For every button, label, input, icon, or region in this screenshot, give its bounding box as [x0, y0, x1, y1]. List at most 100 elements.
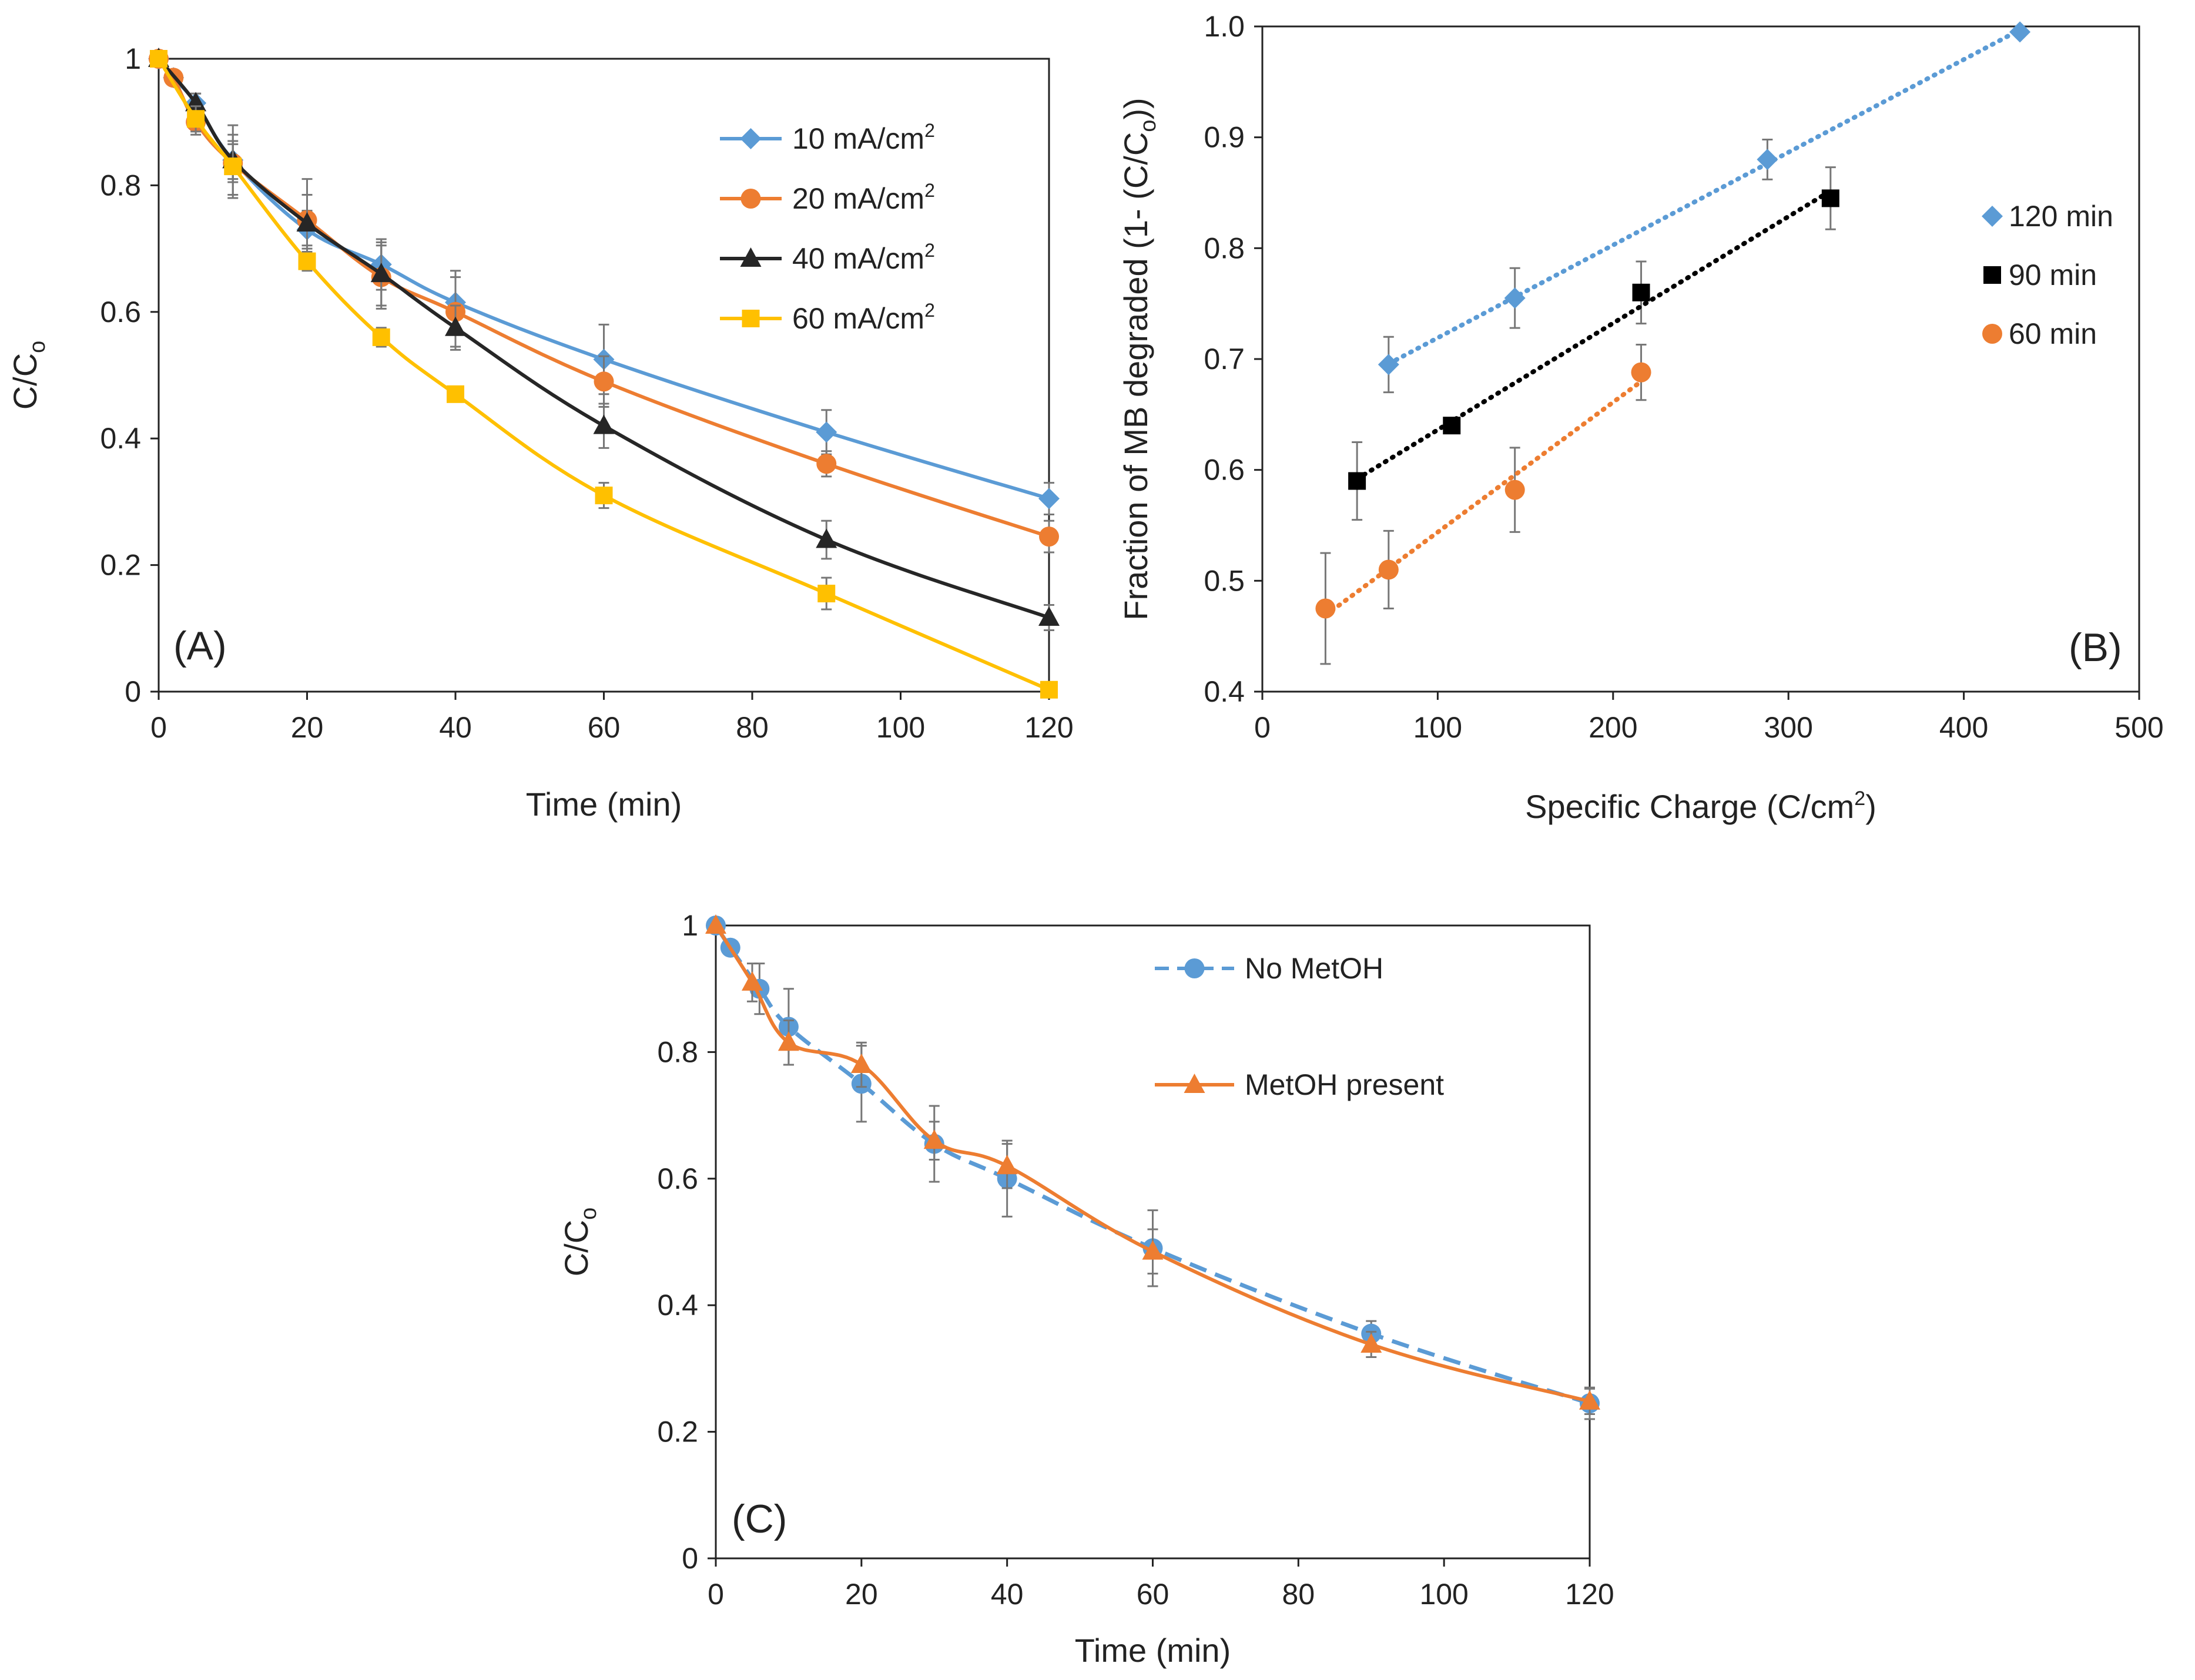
legend-label: 40 mA/cm2 [792, 240, 935, 275]
legend-marker [740, 128, 762, 149]
legend-label-main: No MetOH [1245, 952, 1383, 985]
data-point [372, 328, 390, 346]
x-tick-label: 40 [439, 711, 472, 744]
x-tick-label: 100 [1419, 1578, 1468, 1611]
y-tick-label: 0.4 [100, 422, 141, 455]
x-axis-title-main: Specific Charge (C/cm [1525, 788, 1854, 825]
data-point [1038, 488, 1060, 509]
x-tick-label: 60 [588, 711, 621, 744]
legend-marker [1184, 958, 1205, 978]
legend-label: 20 mA/cm2 [792, 180, 935, 215]
legend-label: No MetOH [1245, 952, 1383, 985]
x-tick-label: 120 [1565, 1578, 1614, 1611]
y-tick-label: 0.2 [657, 1416, 698, 1448]
data-point [187, 110, 205, 128]
data-point [996, 1155, 1018, 1175]
data-point [705, 914, 726, 934]
data-point [447, 385, 464, 403]
series-line [714, 924, 1591, 1406]
y-axis-title: Fraction of MB degraded (1- (C/Co)) [1117, 98, 1161, 620]
y-tick-label: 0.6 [657, 1162, 698, 1195]
data-point [1348, 472, 1366, 490]
y-tick-label: 1 [125, 42, 141, 75]
y-axis-title-sub: o [577, 1208, 601, 1220]
legend-marker [1982, 206, 2003, 227]
data-point [1315, 598, 1336, 619]
data-point [1631, 362, 1651, 383]
y-tick-label: 0.8 [657, 1035, 698, 1068]
y-tick-label: 0.7 [1204, 343, 1245, 375]
legend-label-main: 40 mA/cm [792, 242, 924, 275]
x-tick-label: 0 [1254, 711, 1271, 744]
data-point [594, 371, 614, 392]
legend-label-main: 60 min [2009, 317, 2097, 350]
y-axis-title: C/Co [6, 341, 50, 410]
legend-label: 120 min [2009, 200, 2113, 233]
legend-item: MetOH present [1155, 1068, 1444, 1101]
x-tick-label: 100 [876, 711, 925, 744]
data-point [593, 414, 615, 434]
series-3 [1315, 343, 1651, 665]
series-1 [1378, 21, 2031, 394]
y-axis-title-tail: )) [1117, 98, 1154, 119]
legend-label: 60 min [2009, 317, 2097, 350]
y-axis-title-main: C/C [6, 353, 43, 410]
data-point [850, 1053, 872, 1073]
data-point [1360, 1333, 1382, 1353]
x-tick-label: 0 [708, 1578, 724, 1611]
chart-panel-2: 0 100 200 300 400 500 0.4 0.5 0.6 0.7 0.8 0.9 1.0 Spe… [1117, 10, 2164, 825]
x-tick-label: 80 [1282, 1578, 1315, 1611]
x-tick-label: 500 [2114, 711, 2163, 744]
x-axis-title: Specific Charge (C/cm2) [1525, 787, 1876, 825]
legend-label-main: MetOH present [1245, 1068, 1444, 1101]
data-point [445, 316, 466, 336]
y-tick-label: 1 [682, 909, 698, 942]
legend-item: No MetOH [1155, 952, 1383, 985]
y-tick-label: 0.9 [1204, 121, 1245, 154]
series-2 [1348, 166, 1839, 521]
legend-marker [740, 247, 762, 267]
legend-label: 90 min [2009, 259, 2097, 291]
y-tick-label: 0.8 [1204, 232, 1245, 264]
data-point [1632, 283, 1650, 301]
legend-item: 60 mA/cm2 [720, 300, 935, 335]
x-tick-label: 400 [1939, 711, 1988, 744]
y-tick-label: 0.2 [100, 549, 141, 582]
data-point [1443, 417, 1461, 435]
data-point [150, 50, 167, 68]
legend-label: 10 mA/cm2 [792, 120, 935, 155]
legend-label: 60 mA/cm2 [792, 300, 935, 335]
y-tick-label: 0.6 [100, 296, 141, 328]
legend-item: 120 min [1982, 200, 2113, 233]
data-point [741, 971, 763, 991]
trendline [1355, 188, 1833, 482]
x-tick-label: 200 [1589, 711, 1637, 744]
y-axis-title: C/Co [558, 1208, 601, 1277]
y-tick-label: 0.6 [1204, 454, 1245, 487]
y-tick-label: 0.8 [100, 169, 141, 202]
legend-item: 20 mA/cm2 [720, 180, 935, 215]
x-axis-title: Time (min) [526, 786, 682, 823]
x-tick-label: 20 [291, 711, 324, 744]
data-point [595, 487, 613, 505]
legend-label-main: 90 min [2009, 259, 2097, 291]
data-point [816, 421, 837, 443]
data-point [1757, 149, 1778, 170]
x-tick-label: 120 [1024, 711, 1073, 744]
data-point [816, 454, 837, 474]
data-point [1821, 189, 1839, 207]
legend-label-main: 60 mA/cm [792, 302, 924, 335]
data-point [923, 1129, 945, 1149]
x-axis-title: Time (min) [1075, 1632, 1231, 1669]
legend-label-sup: 2 [924, 300, 935, 321]
data-point [1504, 287, 1526, 309]
data-point [1039, 527, 1059, 547]
x-tick-label: 60 [1137, 1578, 1169, 1611]
data-point [1040, 680, 1058, 699]
x-axis-title-tail: ) [1865, 788, 1876, 825]
legend-item: 40 mA/cm2 [720, 240, 935, 275]
legend-marker [740, 189, 761, 209]
x-tick-label: 0 [150, 711, 167, 744]
legend-label-main: 120 min [2009, 200, 2113, 233]
legend-item: 60 min [1982, 317, 2097, 350]
